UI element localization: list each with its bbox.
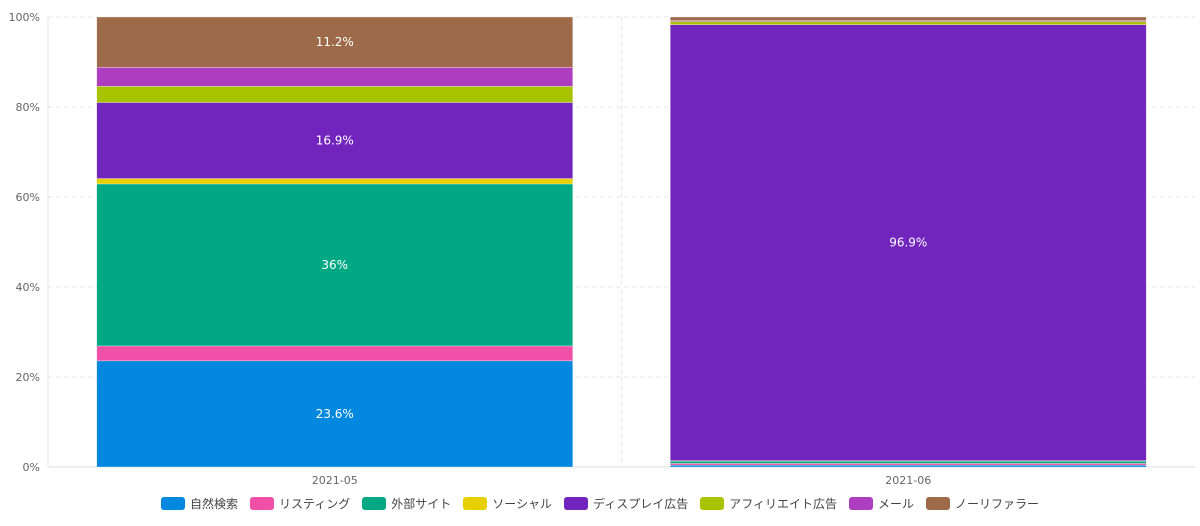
stacked-bar-chart: 0% 20% 40% 60% 80% 100% 23.6% 36% 16.9% 11.2% 2021… — [9, 11, 1195, 487]
x-tick-label: 2021-06 — [885, 474, 931, 487]
data-label: 16.9% — [316, 134, 354, 148]
legend: 自然検索 リスティング 外部サイト ソーシャル ディスプレイ広告 アフィリエイト広告 メール… — [0, 495, 1200, 512]
legend-item[interactable]: ソーシャル — [463, 495, 552, 512]
data-label: 11.2% — [316, 35, 354, 49]
bar-segment — [96, 86, 574, 103]
legend-label: ソーシャル — [492, 497, 553, 511]
legend-swatch — [249, 497, 274, 510]
legend-label: 外部サイト — [391, 497, 452, 511]
legend-label: リスティング — [278, 497, 351, 511]
legend-label: メール — [877, 497, 914, 511]
legend-label: ディスプレイ広告 — [593, 497, 689, 511]
bar-segment — [669, 24, 1147, 461]
y-tick-label: 80% — [16, 101, 40, 114]
legend-item[interactable]: リスティング — [249, 495, 351, 512]
legend-item[interactable]: メール — [848, 495, 914, 512]
data-label: 96.9% — [889, 236, 927, 250]
y-tick-label: 20% — [16, 371, 40, 384]
data-label: 36% — [321, 258, 348, 272]
legend-label: アフィリエイト広告 — [729, 497, 837, 511]
bar-segment — [96, 16, 574, 68]
bar-segment — [669, 460, 1147, 464]
legend-swatch — [926, 497, 950, 510]
bar-segment — [96, 67, 574, 87]
x-tick-label: 2021-05 — [312, 474, 358, 487]
legend-swatch — [160, 497, 185, 510]
legend-swatch — [362, 497, 387, 510]
legend-item[interactable]: 自然検索 — [160, 495, 238, 512]
legend-swatch — [848, 497, 873, 510]
y-tick-label: 100% — [9, 11, 40, 24]
bar-segment — [669, 16, 1147, 21]
legend-item[interactable]: ディスプレイ広告 — [564, 495, 688, 512]
y-tick-label: 40% — [16, 281, 40, 294]
legend-item[interactable]: 外部サイト — [362, 495, 451, 512]
data-label: 23.6% — [316, 407, 354, 421]
bar-segment — [96, 360, 574, 468]
legend-swatch — [463, 497, 488, 510]
bar-segment — [96, 345, 574, 362]
legend-label: 自然検索 — [189, 497, 238, 511]
bar-segment — [669, 21, 1147, 25]
bar-segment — [96, 102, 574, 179]
legend-item[interactable]: アフィリエイト広告 — [700, 495, 837, 512]
legend-swatch — [700, 497, 725, 510]
legend-label: ノーリファラー — [955, 497, 1040, 511]
legend-item[interactable]: ノーリファラー — [926, 495, 1039, 512]
bar-segment — [96, 178, 574, 185]
y-tick-label: 0% — [23, 461, 40, 474]
legend-swatch — [564, 497, 589, 510]
y-tick-label: 60% — [16, 191, 40, 204]
